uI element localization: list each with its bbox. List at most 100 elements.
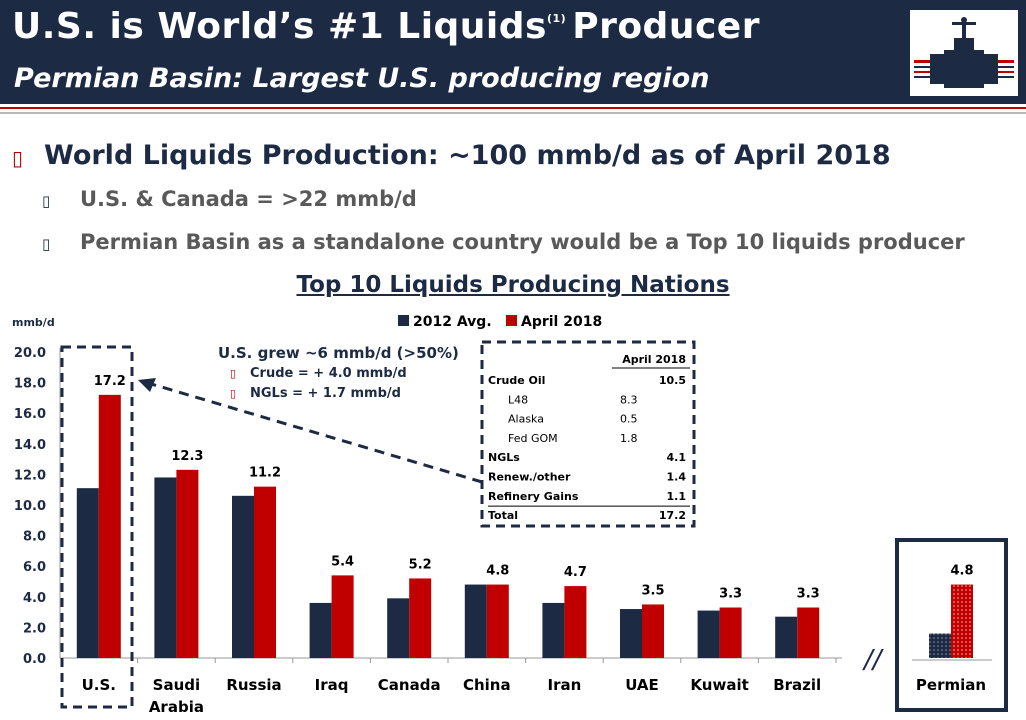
data-label: 3.3 <box>719 587 742 602</box>
us-highlight-box <box>60 345 134 709</box>
y-tick-label: 20.0 <box>14 346 46 361</box>
data-label: 3.3 <box>797 587 820 602</box>
legend-swatch <box>398 315 409 326</box>
category-label-line2: Arabia <box>149 698 204 716</box>
square-bullet-icon: ▯ <box>42 192 51 210</box>
annotation-arrow <box>147 381 483 484</box>
table-row-value: 17.2 <box>659 509 686 522</box>
bar-2012 <box>154 477 177 658</box>
legend-swatch <box>506 315 517 326</box>
data-label: 11.2 <box>249 466 281 481</box>
table-row-value: 4.1 <box>667 451 687 464</box>
y-tick-label: 6.0 <box>23 560 46 575</box>
slide-subtitle: Permian Basin: Largest U.S. producing re… <box>14 63 710 94</box>
category-label: Brazil <box>773 676 821 694</box>
bar-2018 <box>331 575 354 658</box>
data-label: 5.4 <box>331 554 354 569</box>
slide-title: U.S. is World’s #1 Liquids(1) Producer <box>12 6 760 47</box>
header-stripes <box>0 104 1026 118</box>
y-tick-label: 18.0 <box>14 377 46 392</box>
table-row-label: Renew./other <box>488 471 571 484</box>
chart-title: Top 10 Liquids Producing Nations <box>296 272 730 298</box>
bar-2018 <box>254 486 276 658</box>
bar-2018 <box>797 607 820 658</box>
permian-panel <box>895 538 1008 712</box>
data-label: 4.7 <box>564 565 587 580</box>
bar-2018 <box>486 584 509 658</box>
category-label: Iran <box>548 676 582 694</box>
table-row-label: Total <box>488 509 518 522</box>
category-label: UAE <box>625 676 659 694</box>
bar-2018 <box>564 586 587 658</box>
y-tick-label: 12.0 <box>14 468 46 483</box>
data-label: 17.2 <box>94 374 126 389</box>
breakdown-table-box <box>480 340 696 528</box>
bar-2018 <box>409 578 432 658</box>
y-tick-label: 0.0 <box>23 652 46 667</box>
annotation-headline: U.S. grew ~6 mmb/d (>50%) <box>218 344 459 362</box>
table-row-value: 1.4 <box>667 471 687 484</box>
table-row-label: L48 <box>508 393 528 406</box>
y-tick-label: 4.0 <box>23 591 46 606</box>
category-label: Canada <box>378 676 441 694</box>
y-tick-label: 10.0 <box>14 499 46 514</box>
table-row-label: NGLs <box>488 451 520 464</box>
category-label: U.S. <box>82 676 116 694</box>
category-label: Russia <box>226 676 281 694</box>
table-row-value: 1.8 <box>620 432 638 445</box>
data-label: 4.8 <box>486 564 509 579</box>
bar-2012 <box>542 602 565 658</box>
table-row-value: 1.1 <box>667 490 687 503</box>
bar-2012 <box>697 610 720 658</box>
permian-bar-2012 <box>929 633 951 658</box>
table-row-label: Crude Oil <box>488 374 545 387</box>
y-axis-label: mmb/d <box>12 316 55 329</box>
data-label: 5.2 <box>409 557 432 572</box>
bar-2018 <box>642 604 664 658</box>
data-label: 12.3 <box>171 449 203 464</box>
arrow-head-icon <box>138 378 156 392</box>
permian-data-label: 4.8 <box>950 564 973 579</box>
square-bullet-icon: ▯ <box>12 146 24 170</box>
bar-2018 <box>176 469 199 658</box>
table-row-label: Alaska <box>508 413 544 426</box>
bar-2012 <box>232 495 254 658</box>
bar-2012 <box>309 602 332 658</box>
square-bullet-icon: ▯ <box>42 235 51 253</box>
permian-bar-2018 <box>951 584 973 658</box>
y-tick-label: 14.0 <box>14 438 46 453</box>
table-row-value: 0.5 <box>620 413 638 426</box>
category-label: Kuwait <box>690 676 748 694</box>
sub-bullet-1: U.S. & Canada = >22 mmb/d <box>80 187 417 211</box>
square-bullet-icon: ▯ <box>230 387 236 400</box>
category-label: Saudi <box>153 676 200 694</box>
legend-label: April 2018 <box>521 314 602 330</box>
sub-bullet-2: Permian Basin as a standalone country wo… <box>80 230 965 254</box>
bar-2018 <box>98 394 121 658</box>
title-footnote-marker: (1) <box>546 12 567 25</box>
table-row-label: Refinery Gains <box>488 490 579 503</box>
category-label: Iraq <box>315 676 349 694</box>
bar-2012 <box>464 584 487 658</box>
bar-2012 <box>620 609 642 658</box>
axis-break-icon: // <box>862 645 885 675</box>
table-row-label: Fed GOM <box>508 432 558 445</box>
annotation-line-2: NGLs = + 1.7 mmb/d <box>250 386 401 401</box>
bar-2012 <box>387 598 410 658</box>
table-row-value: 10.5 <box>659 374 686 387</box>
square-bullet-icon: ▯ <box>230 367 236 380</box>
breakdown-table-header: April 2018 <box>622 353 686 366</box>
bar-2012 <box>775 616 798 658</box>
legend-label: 2012 Avg. <box>413 314 492 330</box>
company-logo <box>910 10 1018 96</box>
main-bullet: World Liquids Production: ~100 mmb/d as … <box>44 140 891 171</box>
y-tick-label: 8.0 <box>23 530 46 545</box>
category-label: China <box>463 676 511 694</box>
bar-2012 <box>76 488 99 658</box>
header-bar: U.S. is World’s #1 Liquids(1) Producer Pe… <box>0 0 1026 104</box>
annotation-line-1: Crude = + 4.0 mmb/d <box>250 366 407 381</box>
data-label: 3.5 <box>641 583 664 598</box>
bar-2018 <box>719 607 742 658</box>
permian-category-label: Permian <box>916 676 986 694</box>
